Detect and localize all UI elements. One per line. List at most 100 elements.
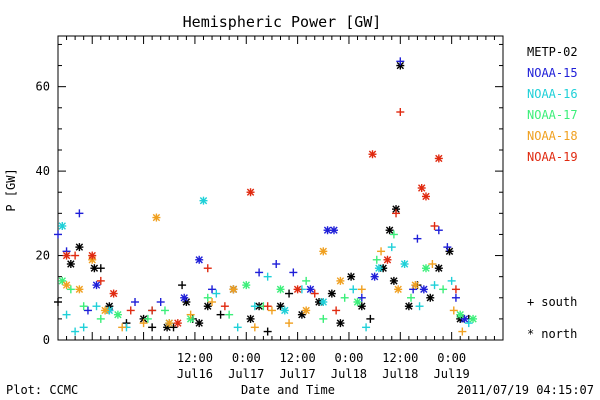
north-point: [394, 285, 403, 294]
north-point: [75, 243, 84, 252]
north-point: [199, 196, 208, 205]
south-point: [449, 306, 458, 315]
south-point: [208, 285, 217, 294]
legend-entry: METP-02: [527, 45, 578, 59]
south-point: [413, 234, 422, 243]
south-point: [451, 285, 460, 294]
north-point: [347, 272, 356, 281]
north-point: [92, 281, 101, 290]
north-point: [374, 264, 383, 273]
south-point: [458, 327, 467, 336]
south-point: [96, 276, 105, 285]
south-point: [143, 314, 152, 323]
north-point: [370, 272, 379, 281]
point-stroke: [330, 226, 338, 234]
north-point: [404, 302, 413, 311]
y-tick-label: 0: [43, 333, 50, 347]
south-point: [139, 319, 148, 328]
north-point: [456, 310, 465, 319]
point-stroke: [426, 294, 434, 302]
south-point: [96, 314, 105, 323]
x-tick-label-date: Jul19: [434, 367, 470, 381]
legend-entry: NOAA-19: [527, 150, 578, 164]
north-point: [353, 298, 362, 306]
south-point: [285, 319, 294, 328]
south-point: [434, 226, 443, 235]
south-point: [387, 243, 396, 252]
north-point: [165, 319, 174, 328]
footer-credit: Plot: CCMC: [6, 383, 78, 397]
x-tick-label-time: 12:00: [280, 351, 316, 365]
south-point: [372, 255, 381, 264]
point-stroke: [336, 319, 345, 327]
point-stroke: [204, 302, 212, 310]
south-point: [186, 310, 195, 319]
south-point: [92, 302, 101, 311]
x-tick-label-date: Jul18: [382, 367, 418, 381]
point-stroke: [186, 315, 195, 323]
north-point: [109, 289, 118, 298]
south-point: [377, 247, 386, 256]
north-point: [385, 226, 394, 235]
south-point: [302, 276, 311, 285]
north-point: [88, 251, 97, 260]
point-stroke: [418, 184, 426, 192]
x-axis-label: Date and Time: [241, 383, 335, 397]
data-points: [54, 57, 478, 336]
point-stroke: [109, 289, 118, 298]
south-point: [66, 285, 75, 294]
x-tick-label-time: 0:00: [335, 351, 364, 365]
marker-legend-entry: * north: [527, 327, 577, 341]
point-stroke: [422, 264, 430, 272]
point-stroke: [435, 154, 443, 163]
point-stroke: [165, 319, 173, 327]
south-point: [250, 302, 259, 311]
north-point: [426, 293, 435, 302]
point-stroke: [195, 256, 203, 264]
north-point: [66, 260, 75, 268]
legend-entry: NOAA-18: [527, 129, 578, 143]
south-point: [203, 264, 212, 273]
point-stroke: [347, 272, 355, 281]
south-point: [319, 314, 328, 323]
point-stroke: [445, 247, 454, 256]
south-point: [443, 243, 452, 252]
point-stroke: [383, 256, 392, 264]
south-point: [310, 289, 319, 298]
south-point: [250, 323, 259, 332]
south-point: [272, 260, 281, 268]
point-stroke: [88, 251, 96, 260]
north-point: [383, 255, 392, 264]
north-point: [113, 310, 122, 319]
point-stroke: [75, 285, 84, 294]
point-stroke: [375, 264, 383, 272]
south-point: [389, 230, 398, 239]
north-point: [306, 285, 315, 294]
south-point: [357, 293, 366, 302]
south-point: [83, 306, 92, 315]
south-point: [79, 323, 88, 332]
point-stroke: [394, 285, 402, 294]
south-point: [225, 310, 234, 319]
y-axis-label: P [GW]: [4, 168, 18, 211]
point-stroke: [246, 188, 255, 196]
south-point: [285, 289, 294, 298]
x-tick-label-date: Jul16: [177, 367, 213, 381]
north-point: [389, 276, 398, 285]
south-point: [392, 209, 401, 218]
south-point: [178, 281, 187, 290]
south-point: [54, 230, 62, 239]
point-stroke: [276, 285, 285, 294]
point-stroke: [368, 150, 377, 158]
south-point: [160, 306, 169, 315]
point-stroke: [58, 222, 66, 230]
point-stroke: [435, 264, 443, 272]
point-stroke: [306, 285, 315, 294]
north-point: [411, 281, 420, 290]
north-point: [203, 302, 212, 311]
x-tick-label-date: Jul17: [280, 367, 316, 381]
south-point: [289, 268, 298, 277]
south-point: [447, 276, 456, 285]
north-point: [75, 285, 84, 294]
point-stroke: [420, 285, 428, 294]
